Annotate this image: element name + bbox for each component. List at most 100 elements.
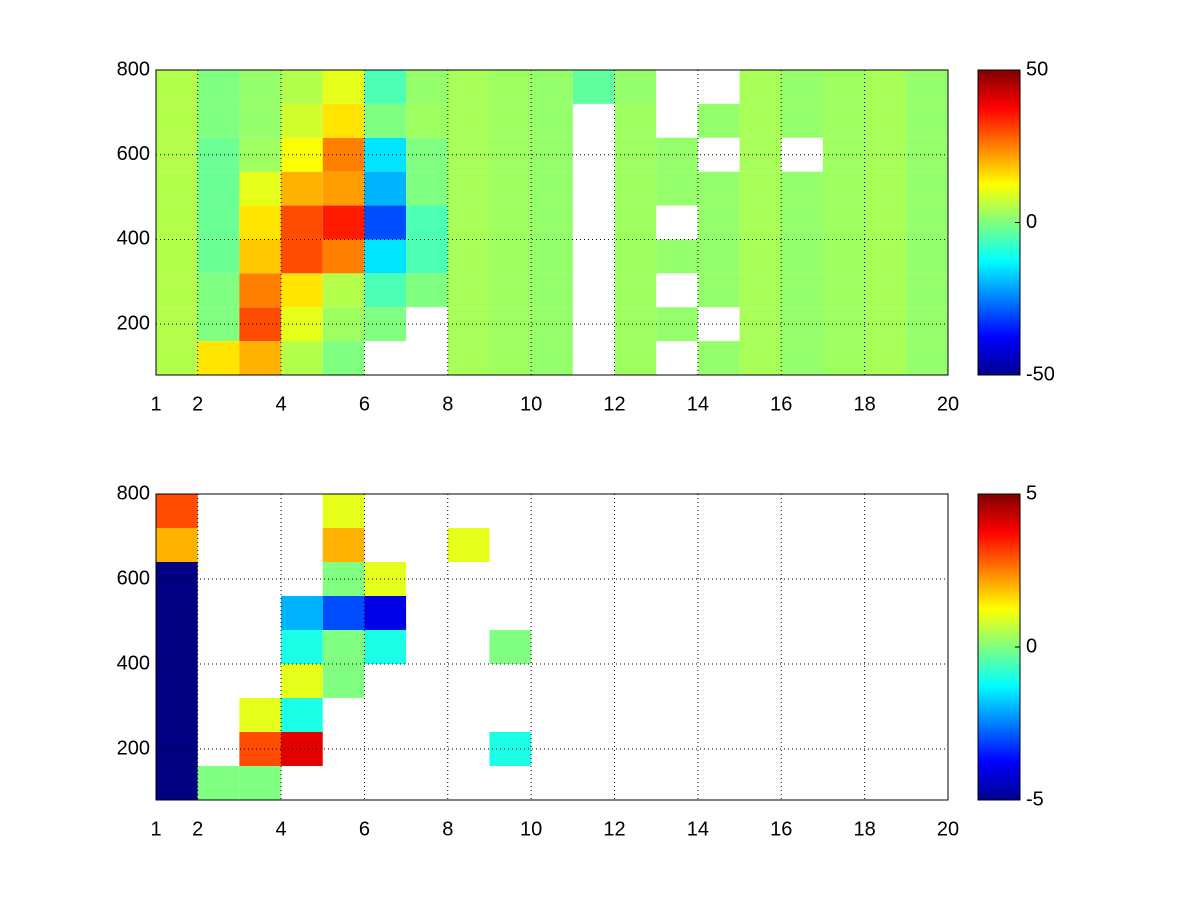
- heat-cell: [364, 307, 407, 342]
- y-tick-label: 800: [117, 482, 150, 504]
- x-tick-label: 1: [150, 393, 161, 415]
- heat-cell: [531, 70, 573, 104]
- heat-cell: [364, 239, 407, 274]
- heat-cell: [197, 137, 240, 172]
- colorbar-tick-label: -50: [1026, 363, 1055, 385]
- colorbar: [977, 69, 1021, 376]
- heat-cell: [614, 103, 657, 138]
- heat-cell: [281, 596, 323, 630]
- x-tick-label: 2: [192, 393, 203, 415]
- heat-cell: [739, 341, 782, 375]
- heat-cell: [156, 70, 198, 104]
- y-tick-label: 400: [117, 652, 150, 674]
- colorbar-tick-label: 5: [1026, 482, 1037, 504]
- heat-cell: [864, 137, 907, 172]
- y-tick-label: 400: [117, 228, 150, 250]
- heat-cell: [364, 137, 407, 172]
- x-tick-label: 18: [854, 818, 876, 840]
- colorbar-tick-label: 0: [1026, 635, 1037, 657]
- heat-cell: [656, 137, 698, 172]
- colorbar-tick-label: 0: [1026, 211, 1037, 233]
- x-tick-label: 10: [520, 818, 542, 840]
- heat-cell: [156, 171, 198, 206]
- heat-cell: [656, 171, 698, 206]
- heat-cell: [864, 239, 907, 274]
- x-tick-label: 10: [520, 393, 542, 415]
- heat-cell: [322, 630, 365, 664]
- heat-cell: [614, 239, 657, 274]
- heat-cell: [781, 341, 823, 375]
- heat-cell: [281, 239, 323, 274]
- heat-cell: [614, 70, 657, 104]
- heat-cell: [406, 171, 448, 206]
- y-tick-label: 600: [117, 567, 150, 589]
- heat-cell: [906, 205, 948, 240]
- heat-cell: [322, 137, 365, 172]
- heat-cell: [322, 239, 365, 274]
- x-tick-label: 8: [442, 393, 453, 415]
- heat-cell: [614, 273, 657, 308]
- heat-cell: [406, 205, 448, 240]
- heat-cell: [364, 596, 407, 630]
- heat-cell: [281, 70, 323, 104]
- y-tick-label: 200: [117, 312, 150, 334]
- heat-cell: [406, 70, 448, 104]
- heat-cell: [739, 103, 782, 138]
- heat-cell: [364, 70, 407, 104]
- heat-cell: [906, 239, 948, 274]
- heat-cell: [781, 103, 823, 138]
- heat-cell: [239, 698, 282, 732]
- heat-cell: [822, 273, 865, 308]
- heat-cell: [531, 171, 573, 206]
- heat-cell: [239, 239, 282, 274]
- heat-cell: [572, 70, 615, 104]
- heat-cell: [739, 239, 782, 274]
- heat-cell: [197, 171, 240, 206]
- x-tick-label: 4: [275, 393, 286, 415]
- colorbar-tick-label: -5: [1026, 788, 1044, 810]
- y-tick-label: 600: [117, 143, 150, 165]
- heat-cell: [781, 171, 823, 206]
- heat-cell: [697, 273, 740, 308]
- heat-cell: [489, 273, 532, 308]
- heat-cell: [531, 239, 573, 274]
- heat-cell: [281, 630, 323, 664]
- heat-cell: [197, 341, 240, 375]
- heat-cell: [739, 171, 782, 206]
- heat-cell: [739, 205, 782, 240]
- heat-cell: [489, 630, 532, 664]
- heat-cell: [697, 341, 740, 375]
- heat-cell: [364, 273, 407, 308]
- heat-cell: [197, 239, 240, 274]
- heat-cell: [156, 698, 198, 732]
- heat-cell: [822, 70, 865, 104]
- heat-cell: [906, 273, 948, 308]
- heat-cell: [781, 70, 823, 104]
- x-tick-label: 16: [770, 818, 792, 840]
- heat-cell: [656, 307, 698, 342]
- heat-cell: [489, 70, 532, 104]
- heat-cell: [447, 239, 490, 274]
- heat-cell: [447, 70, 490, 104]
- axes-box: [155, 69, 949, 376]
- heat-cell: [281, 205, 323, 240]
- heat-cell: [739, 273, 782, 308]
- heat-cell: [864, 103, 907, 138]
- heat-cell: [864, 205, 907, 240]
- heat-cell: [156, 528, 198, 562]
- heat-cell: [697, 103, 740, 138]
- x-tick-label: 20: [937, 393, 959, 415]
- heat-cell: [531, 205, 573, 240]
- heat-cell: [197, 205, 240, 240]
- heat-cell: [364, 205, 407, 240]
- heat-cell: [906, 103, 948, 138]
- heat-cell: [322, 70, 365, 104]
- heat-cell: [322, 664, 365, 698]
- heat-cell: [531, 103, 573, 138]
- heat-cell: [239, 70, 282, 104]
- x-tick-label: 8: [442, 818, 453, 840]
- colorbar-tick-label: 50: [1026, 58, 1048, 80]
- heat-cell: [697, 205, 740, 240]
- heat-cell: [239, 766, 282, 800]
